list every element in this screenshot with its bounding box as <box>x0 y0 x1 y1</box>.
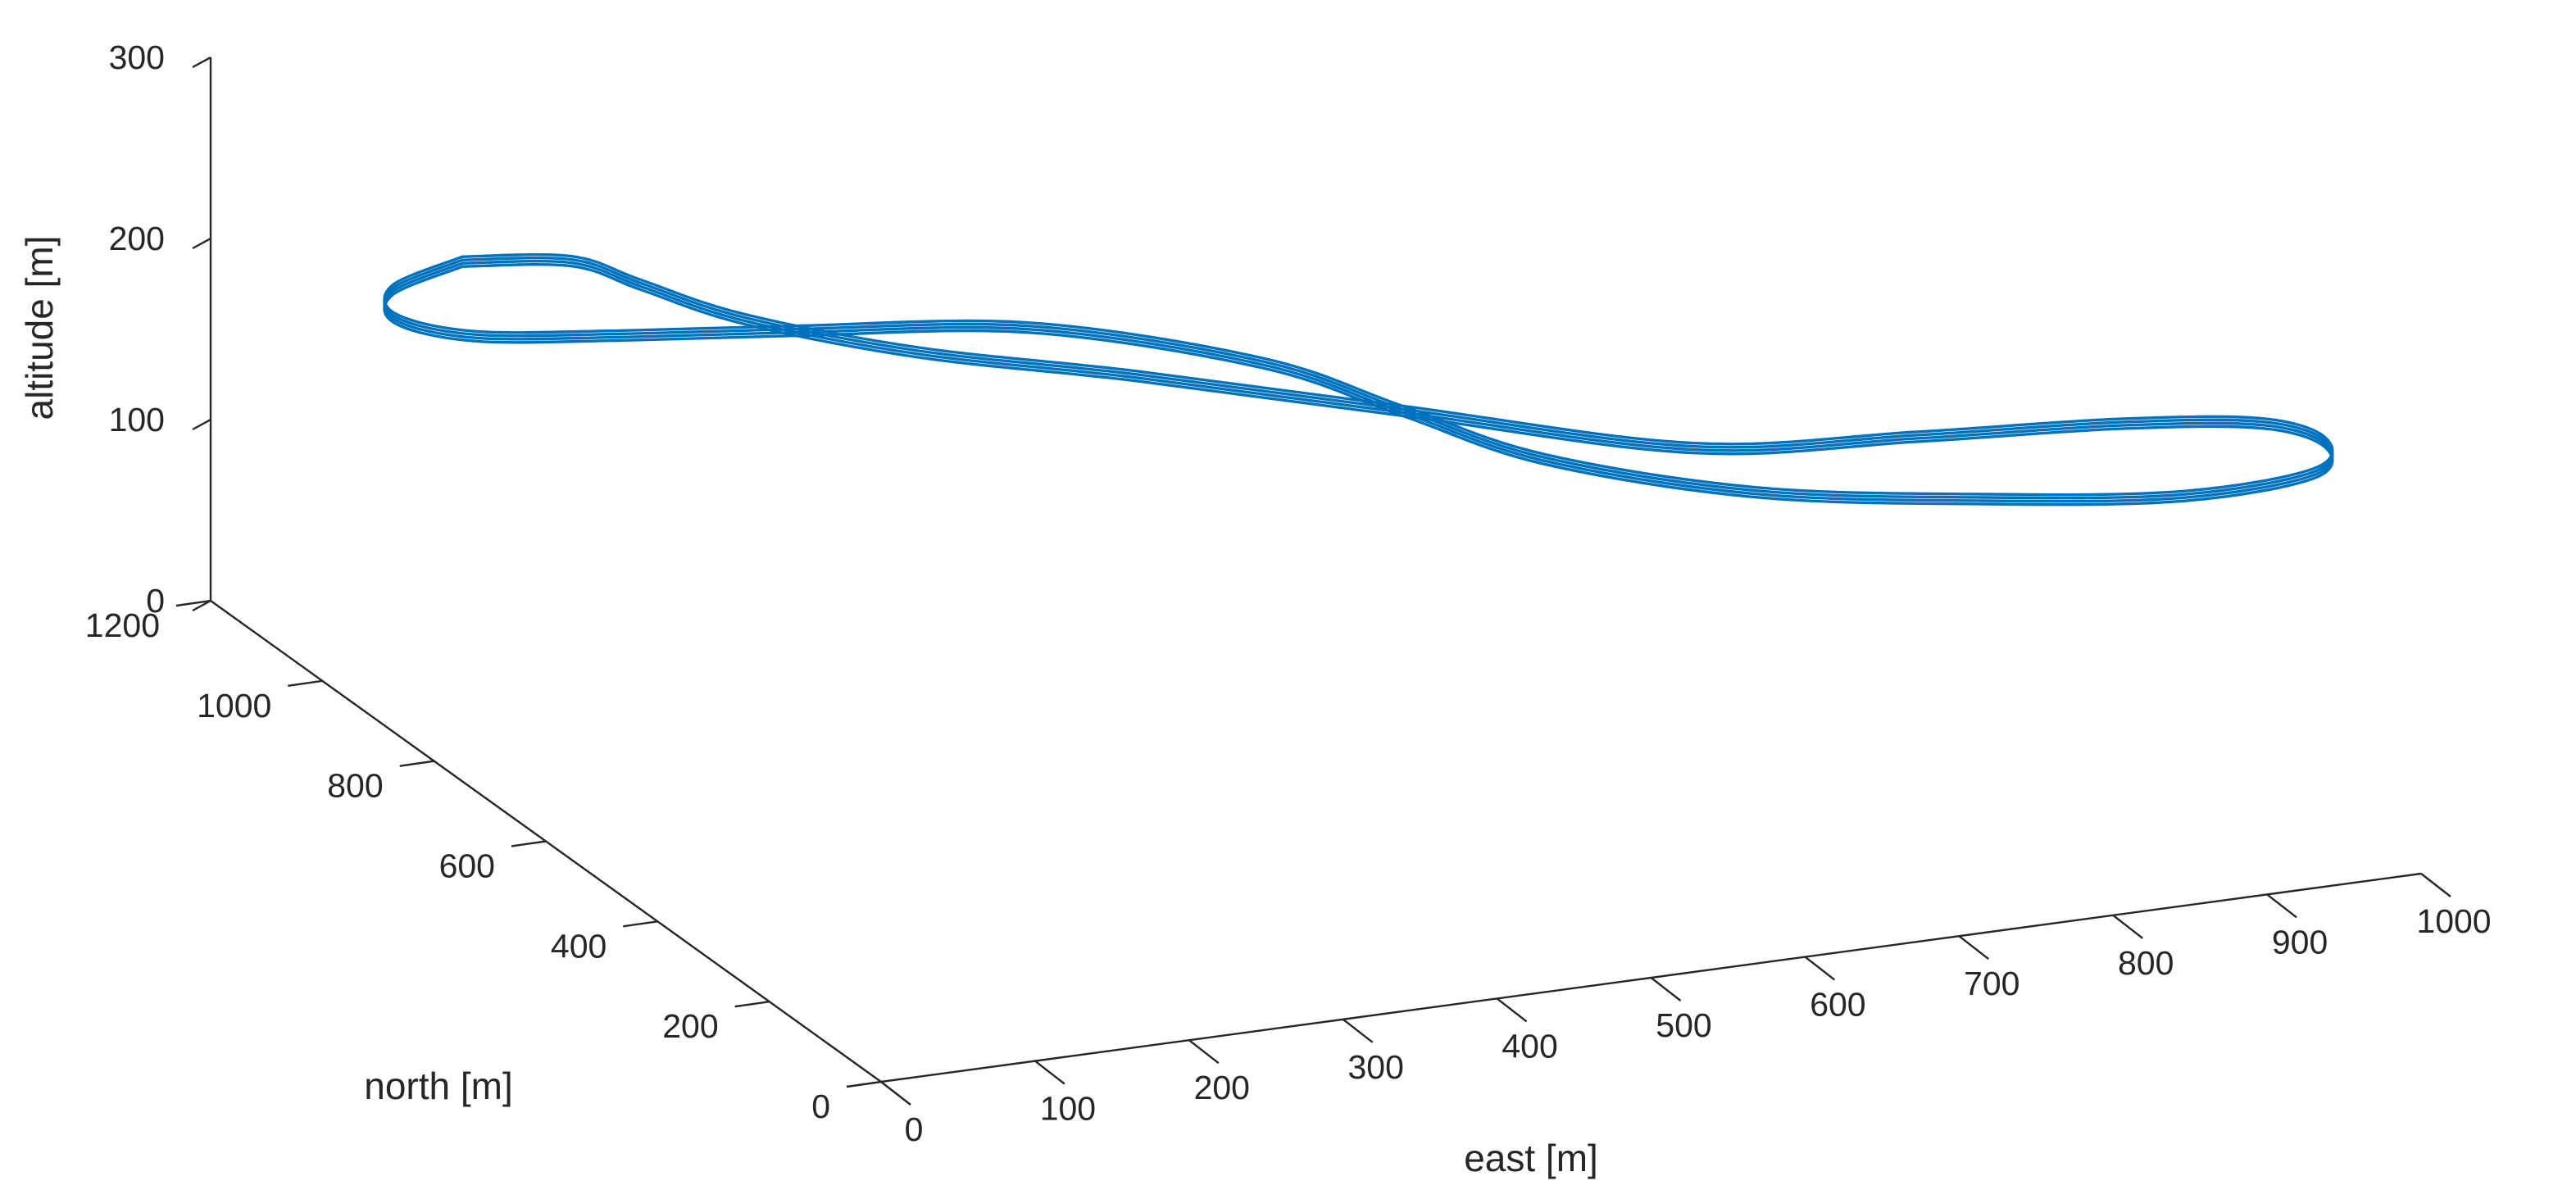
z-axis-label: altitude [m] <box>18 236 61 420</box>
y-axis-label: north [m] <box>364 1065 513 1107</box>
y-tick-mark <box>511 840 547 847</box>
x-tick-mark <box>1650 977 1682 1001</box>
x-tick-mark <box>1496 997 1528 1023</box>
x-tick-mark <box>2266 893 2297 919</box>
x-tick-mark <box>2420 873 2451 897</box>
x-tick-label: 700 <box>1964 965 2019 1002</box>
x-tick-mark <box>1958 935 1990 961</box>
x-axis-label: east [m] <box>1464 1137 1598 1179</box>
y-ticks: 0 200 400 600 800 1000 1200 <box>85 599 882 1125</box>
x-tick-mark <box>1188 1039 1220 1065</box>
x-tick-label: 300 <box>1347 1048 1403 1086</box>
x-tick-label: 400 <box>1502 1027 1557 1065</box>
y-tick-label: 1000 <box>197 687 271 724</box>
y-tick-label: 200 <box>662 1007 718 1045</box>
x-tick-label: 800 <box>2118 944 2174 982</box>
x-tick-label: 200 <box>1194 1069 1250 1106</box>
y-tick-label: 800 <box>327 767 383 805</box>
flight-path-lap <box>383 252 2334 497</box>
flight-path-lap <box>383 262 2334 506</box>
z-ticks: 0 100 200 300 <box>109 39 211 620</box>
x-tick-mark <box>880 1081 911 1106</box>
y-tick-mark <box>846 1080 882 1088</box>
y-tick-label: 0 <box>811 1088 830 1125</box>
y-tick-mark <box>175 599 211 607</box>
z-tick-label: 200 <box>109 220 165 257</box>
y-tick-label: 400 <box>551 927 607 965</box>
z-tick-mark <box>192 599 211 612</box>
y-tick-mark <box>399 760 434 767</box>
x-tick-label: 0 <box>905 1110 924 1148</box>
z-tick-mark <box>192 237 211 250</box>
x-tick-label: 600 <box>1810 986 1865 1024</box>
y-tick-mark <box>288 679 323 688</box>
z-tick-label: 0 <box>146 582 165 620</box>
axes-group: 0 100 200 300 0 200 400 600 800 1000 1200 0 100 200… <box>85 39 2492 1148</box>
y-tick-mark <box>623 920 658 928</box>
y-tick-mark <box>734 1000 770 1008</box>
x-tick-mark <box>2112 914 2143 939</box>
x-tick-mark <box>1342 1018 1374 1043</box>
x-tick-label: 100 <box>1040 1090 1096 1128</box>
y-tick-label: 600 <box>439 847 495 885</box>
x-tick-label: 1000 <box>2416 902 2491 940</box>
y-tick-label: 1200 <box>85 606 160 644</box>
x-tick-mark <box>1804 956 1836 981</box>
x-tick-mark <box>1034 1060 1065 1085</box>
z-tick-mark <box>192 418 211 431</box>
x-tick-label: 900 <box>2272 923 2328 961</box>
flight-path <box>383 252 2334 506</box>
x-ticks: 0 100 200 300 400 500 600 700 800 900 1000 <box>880 873 2492 1148</box>
flight-path-lap <box>383 259 2334 503</box>
z-tick-label: 300 <box>109 39 165 76</box>
x-tick-label: 500 <box>1656 1006 1711 1044</box>
z-tick-mark <box>192 56 211 69</box>
z-tick-label: 100 <box>109 401 165 438</box>
flight-path-lap <box>383 256 2334 500</box>
